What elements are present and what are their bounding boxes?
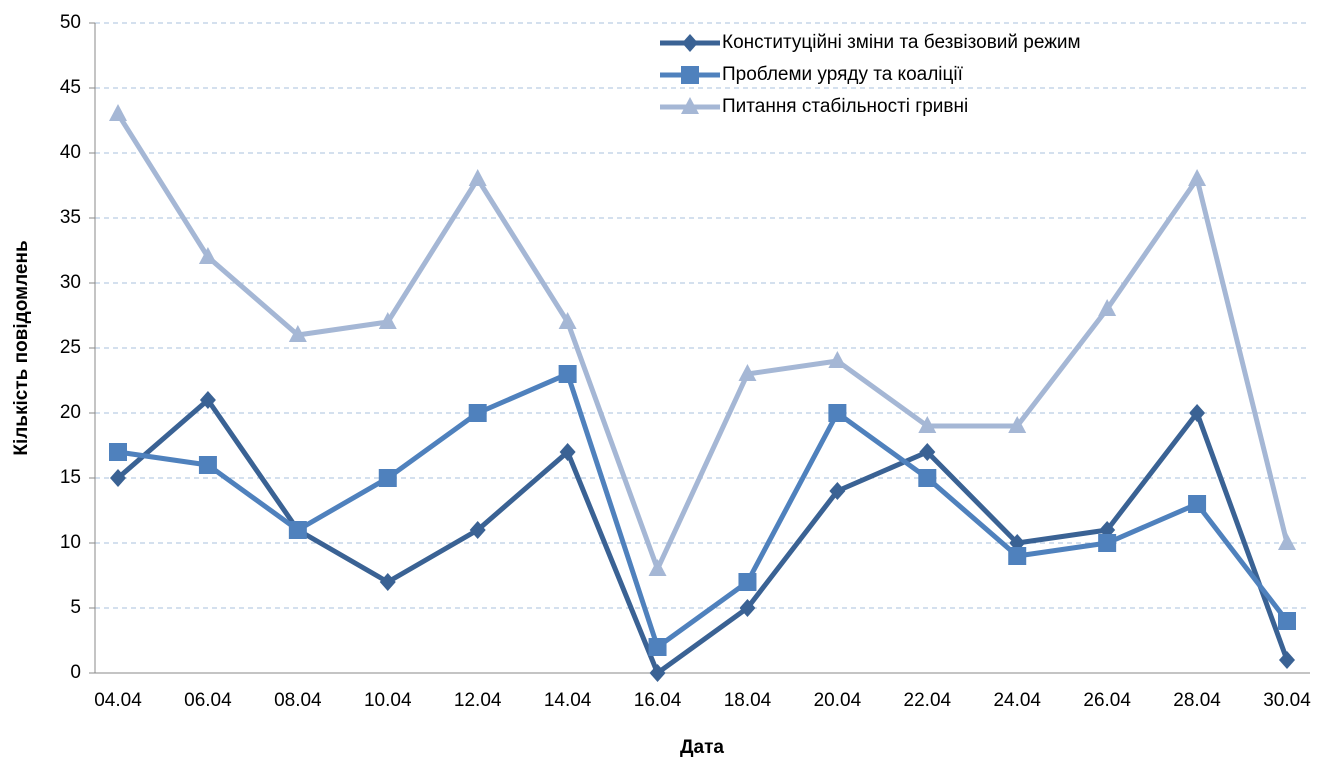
x-tick-label: 18.04 <box>724 690 772 711</box>
data-point <box>378 469 397 487</box>
y-tick-label: 40 <box>60 142 81 163</box>
x-tick-label: 14.04 <box>544 690 592 711</box>
y-tick-label: 20 <box>60 402 81 423</box>
data-point <box>648 559 667 576</box>
data-point <box>1098 299 1117 316</box>
x-tick-label: 30.04 <box>1263 690 1311 711</box>
data-point <box>199 391 216 409</box>
y-tick-label: 25 <box>60 337 81 358</box>
data-point <box>1188 495 1207 513</box>
x-tick-label: 16.04 <box>634 690 682 711</box>
x-tick-label: 06.04 <box>184 690 232 711</box>
data-point <box>829 482 846 500</box>
data-point <box>828 351 847 368</box>
data-point <box>198 456 217 474</box>
data-point <box>828 404 847 422</box>
y-tick-label: 35 <box>60 207 81 228</box>
data-point <box>110 469 126 487</box>
data-point <box>649 664 666 682</box>
data-point <box>109 104 127 121</box>
data-point <box>739 599 756 617</box>
data-point <box>1188 169 1207 186</box>
y-tick-label: 45 <box>60 77 81 98</box>
x-tick-label: 10.04 <box>364 690 412 711</box>
x-tick-label: 08.04 <box>274 690 322 711</box>
y-tick-label: 10 <box>60 532 81 553</box>
data-point <box>1189 404 1206 422</box>
x-tick-label: 28.04 <box>1173 690 1221 711</box>
data-point <box>558 365 577 383</box>
legend-marker <box>682 34 698 52</box>
data-point <box>1278 533 1296 550</box>
x-tick-label: 26.04 <box>1083 690 1131 711</box>
y-tick-label: 0 <box>70 662 81 683</box>
data-point <box>1008 547 1027 565</box>
x-tick-label: 20.04 <box>814 690 862 711</box>
data-point <box>918 469 937 487</box>
series-line <box>115 112 1290 572</box>
x-tick-label: 24.04 <box>993 690 1041 711</box>
data-point <box>378 312 397 329</box>
legend-marker <box>681 66 699 84</box>
x-tick-label: 04.04 <box>94 690 142 711</box>
y-tick-label: 50 <box>60 12 81 33</box>
y-tick-label: 5 <box>70 597 81 618</box>
data-point <box>468 169 487 186</box>
legend-marker <box>681 97 699 114</box>
y-tick-label: 15 <box>60 467 81 488</box>
data-point <box>738 364 757 381</box>
data-point <box>379 573 396 591</box>
data-point <box>288 325 307 342</box>
legend-label: Конституційні зміни та безвізовий режим <box>722 32 1081 53</box>
legend-label: Питання стабільності гривні <box>722 96 968 117</box>
data-point <box>648 638 667 656</box>
legend-label: Проблеми уряду та коаліції <box>722 64 964 85</box>
data-point <box>468 404 487 422</box>
data-point <box>469 521 486 539</box>
series-line <box>116 397 1290 676</box>
data-point <box>198 247 217 264</box>
data-point <box>559 443 576 461</box>
data-point <box>1279 651 1295 669</box>
data-point <box>109 443 127 461</box>
data-point <box>558 312 577 329</box>
data-point <box>919 443 936 461</box>
y-axis-title: Кількість повідомлень <box>11 240 32 455</box>
y-tick-label: 30 <box>60 272 81 293</box>
x-axis-title: Дата <box>680 737 724 758</box>
data-point <box>1278 612 1296 630</box>
data-point <box>738 573 757 591</box>
x-tick-label: 12.04 <box>454 690 502 711</box>
data-point <box>1008 416 1027 433</box>
data-point <box>288 521 307 539</box>
series-line <box>117 371 1289 650</box>
data-point <box>1098 534 1117 552</box>
x-tick-label: 22.04 <box>904 690 952 711</box>
data-point <box>918 416 937 433</box>
